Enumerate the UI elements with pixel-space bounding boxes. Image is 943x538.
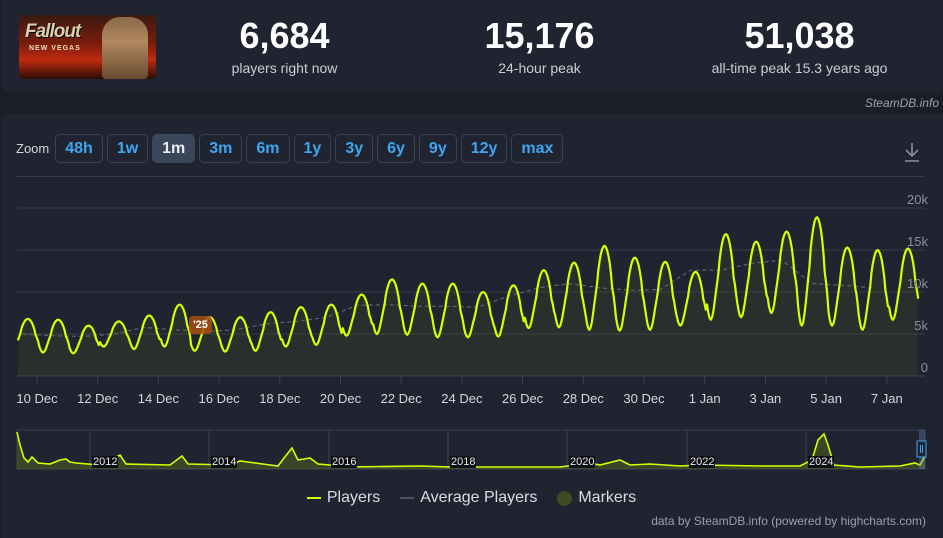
x-tick-label: 3 Jan (749, 391, 782, 406)
x-tick-label: 7 Jan (870, 391, 903, 406)
stat-24h-peak: 15,176 24-hour peak (467, 15, 612, 77)
game-logo: Fallout (25, 21, 81, 42)
legend-label: Players (326, 489, 381, 506)
game-capsule-image[interactable]: Fallout NEW VEGAS (19, 15, 156, 79)
x-tick-label: 22 Dec (380, 391, 422, 406)
stats-header: Fallout NEW VEGAS 6,684 players right no… (2, 0, 943, 93)
x-tick-label: 10 Dec (16, 391, 58, 406)
x-tick-label: 30 Dec (623, 391, 665, 406)
y-tick-label: 5k (914, 318, 928, 333)
stat-label: players right now (231, 60, 338, 76)
navigator-year: 2018 (450, 456, 477, 468)
navigator-year: 2014 (211, 456, 238, 468)
chart-footer-credit[interactable]: data by SteamDB.info (powered by highcha… (651, 514, 926, 528)
x-tick-label: 16 Dec (198, 391, 240, 406)
zoom-1m-button[interactable]: 1m (152, 134, 196, 163)
navigator-year: 2016 (331, 456, 358, 468)
download-icon[interactable] (900, 140, 924, 164)
courier-figure (102, 17, 148, 79)
players-swatch-icon (306, 497, 321, 499)
zoom-6m-button[interactable]: 6m (246, 134, 290, 163)
stat-current-players: 6,684 players right now (212, 15, 357, 77)
x-tick-label: 18 Dec (259, 391, 301, 406)
zoom-1y-button[interactable]: 1y (293, 134, 332, 163)
x-tick-label: 1 Jan (688, 391, 721, 406)
x-tick-label: 28 Dec (562, 391, 604, 406)
x-tick-label: 12 Dec (77, 391, 119, 406)
legend-label: Average Players (420, 489, 538, 506)
zoom-3m-button[interactable]: 3m (199, 134, 243, 163)
legend-item-players[interactable]: Players (306, 489, 381, 507)
zoom-toolbar: Zoom 48h 1w 1m 3m 6m 1y 3y 6y 9y 12y max (16, 134, 564, 163)
average-swatch-icon (400, 497, 415, 499)
x-tick-label: 14 Dec (137, 391, 179, 406)
stat-value: 15,176 (484, 15, 595, 56)
navigator-year: 2020 (569, 456, 596, 468)
chart-legend: Players Average Players Markers (0, 489, 943, 507)
zoom-max-button[interactable]: max (511, 134, 564, 163)
x-tick-label: 24 Dec (441, 391, 483, 406)
legend-label: Markers (578, 489, 637, 506)
zoom-label: Zoom (16, 141, 50, 156)
stat-value: 6,684 (239, 15, 330, 56)
y-tick-label: 15k (907, 234, 928, 249)
stat-label: 24-hour peak (498, 60, 581, 76)
y-tick-label: 20k (907, 192, 928, 207)
zoom-3y-button[interactable]: 3y (335, 134, 374, 163)
y-tick-label: 0 (920, 360, 928, 375)
legend-item-average-players[interactable]: Average Players (400, 489, 537, 507)
x-tick-label: 5 Jan (810, 391, 842, 406)
x-tick-label: 26 Dec (501, 391, 544, 406)
markers-swatch-icon (557, 490, 573, 506)
navigator-year: 2024 (808, 456, 835, 468)
navigator-year: 2012 (92, 456, 119, 468)
legend-item-markers[interactable]: Markers (557, 489, 636, 507)
stat-label: all-time peak 15.3 years ago (711, 60, 888, 76)
stat-value: 51,038 (744, 15, 855, 56)
zoom-1w-button[interactable]: 1w (106, 134, 149, 163)
zoom-48h-button[interactable]: 48h (55, 134, 103, 163)
steamdb-credit[interactable]: SteamDB.info (864, 96, 939, 110)
zoom-9y-button[interactable]: 9y (418, 134, 457, 163)
zoom-12y-button[interactable]: 12y (460, 134, 508, 163)
stat-all-time-peak: 51,038 all-time peak 15.3 years ago (692, 15, 907, 77)
toolbar-divider (15, 176, 925, 177)
zoom-6y-button[interactable]: 6y (377, 134, 415, 163)
navigator-year: 2022 (689, 456, 716, 468)
y-tick-label: 10k (907, 276, 928, 291)
x-tick-label: 20 Dec (319, 391, 362, 406)
game-logo-subtitle: NEW VEGAS (29, 45, 81, 52)
marker-badge[interactable]: '25 (189, 316, 212, 334)
